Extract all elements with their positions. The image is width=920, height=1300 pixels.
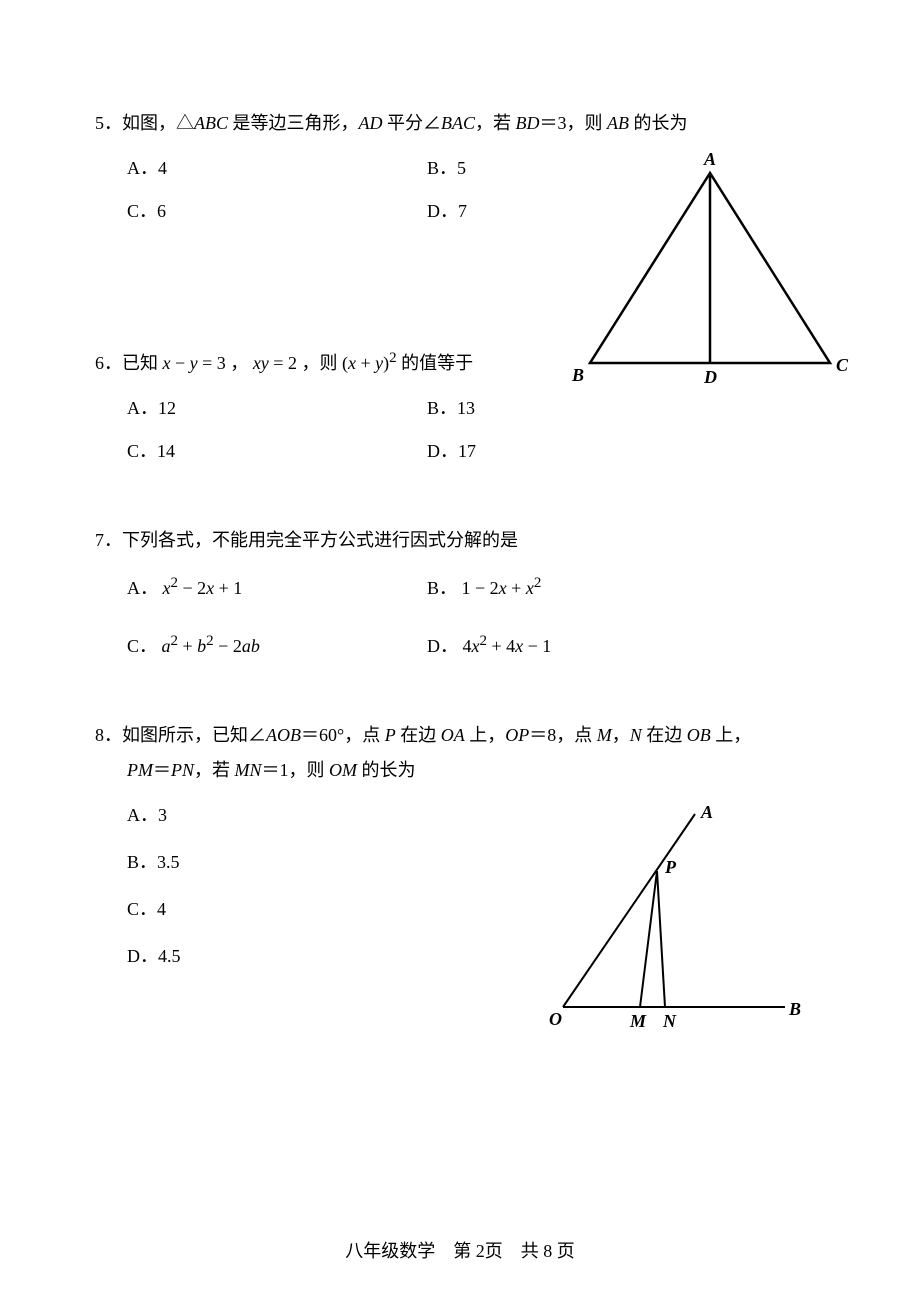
q8-t5: OA: [441, 725, 465, 745]
q5-t9: AB: [607, 113, 629, 133]
q6-opt-c: C．14: [127, 438, 427, 465]
q5-t2: 是等边三角形，: [228, 113, 359, 133]
option-row: C． a2 + b2 − 2ab D． 4x2 + 4x − 1: [127, 630, 825, 660]
question-5-text: 5．如图，△ABC 是等边三角形，AD 平分∠BAC，若 BD＝3，则 AB 的…: [95, 110, 825, 137]
option-row: A． x2 − 2x + 1 B． 1 − 2x + x2: [127, 572, 825, 602]
q5-opt-c: C．6: [127, 198, 427, 225]
question-6: 6．已知 x − y = 3 ， xy = 2 ，则 (x + y)2 的值等于…: [95, 347, 825, 465]
q5-t7: BD: [516, 113, 540, 133]
q8-l2-1: ＝: [153, 760, 171, 780]
q7-opt-b: B． 1 − 2x + x2: [427, 572, 825, 602]
q5-t5: BAC: [441, 113, 475, 133]
q8-t4: 在边: [396, 725, 441, 745]
q8-l2-4: MN: [235, 760, 262, 780]
question-5: 5．如图，△ABC 是等边三角形，AD 平分∠BAC，若 BD＝3，则 AB 的…: [95, 110, 825, 225]
q5-t4: 平分∠: [383, 113, 442, 133]
q7-opt-d: D． 4x2 + 4x − 1: [427, 630, 825, 660]
q8-t3: P: [385, 725, 396, 745]
q5-t8: ＝3，则: [540, 113, 608, 133]
q8-l2-2: PN: [171, 760, 194, 780]
q5-t1: ABC: [194, 113, 228, 133]
question-6-text: 6．已知 x − y = 3 ， xy = 2 ，则 (x + y)2 的值等于: [95, 347, 825, 377]
q8-num: 8．: [95, 725, 122, 745]
q5-t6: ，若: [475, 113, 516, 133]
q7-opt-a: A． x2 − 2x + 1: [127, 572, 427, 602]
q5-t3: AD: [359, 113, 383, 133]
question-7: 7．下列各式，不能用完全平方公式进行因式分解的是 A． x2 − 2x + 1 …: [95, 527, 825, 660]
page-footer: 八年级数学 第 2页 共 8 页: [0, 1238, 920, 1265]
q8-l2-6: OM: [329, 760, 357, 780]
question-8-text: 8．如图所示，已知∠AOB＝60°，点 P 在边 OA 上，OP＝8，点 M，N…: [95, 722, 825, 784]
q7-num: 7．: [95, 530, 122, 550]
q8-t9: M: [597, 725, 612, 745]
label-p: P: [664, 857, 677, 877]
q8-t2: ＝60°，点: [301, 725, 385, 745]
q8-t13: OB: [687, 725, 711, 745]
q6-opt-b: B．13: [427, 395, 825, 422]
page-container: 5．如图，△ABC 是等边三角形，AD 平分∠BAC，若 BD＝3，则 AB 的…: [0, 0, 920, 1300]
q8-t8: ＝8，点: [529, 725, 597, 745]
label-n: N: [662, 1011, 677, 1031]
label-c: C: [836, 355, 849, 375]
label-a: A: [700, 802, 713, 822]
q8-opt-a: A．3: [127, 802, 167, 829]
question-7-text: 7．下列各式，不能用完全平方公式进行因式分解的是: [95, 527, 825, 554]
line-oa: [563, 814, 695, 1007]
q8-opt-d: D．4.5: [127, 943, 181, 970]
option-row: A．12 B．13: [127, 395, 825, 422]
q7-options: A． x2 − 2x + 1 B． 1 − 2x + x2 C． a2 + b2…: [95, 572, 825, 660]
q6-options: A．12 B．13 C．14 D．17: [95, 395, 825, 465]
option-row: C．14 D．17: [127, 438, 825, 465]
q8-t0: 如图所示，已知∠: [122, 725, 266, 745]
q8-opt-c: C．4: [127, 896, 166, 923]
label-m: M: [629, 1011, 647, 1031]
q8-opt-b: B．3.5: [127, 849, 180, 876]
q5-t0: 如图，△: [122, 113, 194, 133]
q8-l2-5: ＝1，则: [262, 760, 330, 780]
q8-l2-7: 的长为: [357, 760, 416, 780]
label-a: A: [703, 149, 716, 169]
q5-num: 5．: [95, 113, 122, 133]
label-o: O: [549, 1009, 562, 1029]
q6-opt-d: D．17: [427, 438, 825, 465]
label-b: B: [788, 999, 801, 1019]
q8-line2: PM＝PN，若 MN＝1，则 OM 的长为: [95, 757, 825, 784]
q7-opt-c: C． a2 + b2 − 2ab: [127, 630, 427, 660]
q8-t12: 在边: [642, 725, 687, 745]
q8-t6: 上，: [465, 725, 506, 745]
q8-l2-0: PM: [127, 760, 153, 780]
q6-opt-a: A．12: [127, 395, 427, 422]
q6-text-content: 已知 x − y = 3 ， xy = 2 ，则 (x + y)2 的值等于: [122, 353, 473, 373]
q7-text: 下列各式，不能用完全平方公式进行因式分解的是: [122, 530, 518, 550]
q5-opt-a: A．4: [127, 155, 427, 182]
q8-t14: 上，: [711, 725, 752, 745]
q5-t10: 的长为: [629, 113, 688, 133]
question-8: 8．如图所示，已知∠AOB＝60°，点 P 在边 OA 上，OP＝8，点 M，N…: [95, 722, 825, 970]
q8-l2-3: ，若: [194, 760, 235, 780]
q6-num: 6．: [95, 353, 122, 373]
q8-figure: O A B P M N: [555, 802, 795, 1035]
angle-figure: O A B P M N: [555, 802, 795, 1027]
q8-t11: N: [630, 725, 642, 745]
q8-t1: AOB: [266, 725, 301, 745]
q8-t7: OP: [505, 725, 529, 745]
line-pn: [657, 871, 665, 1007]
q8-t10: ，: [612, 725, 630, 745]
